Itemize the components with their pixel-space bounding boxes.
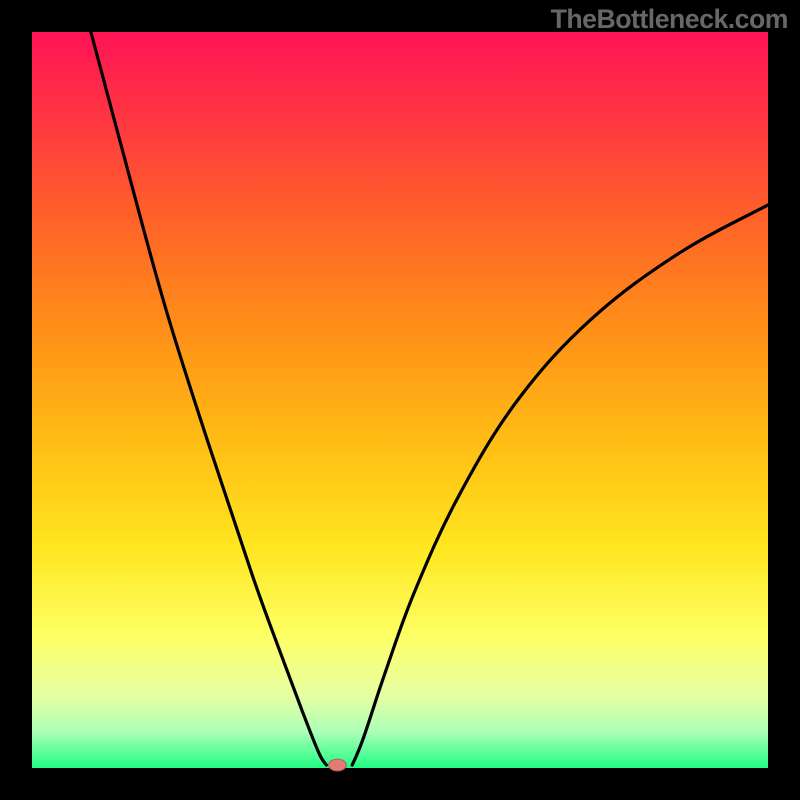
chart-background <box>32 32 768 768</box>
bottleneck-chart <box>0 0 800 800</box>
chart-frame: TheBottleneck.com <box>0 0 800 800</box>
bottleneck-marker <box>329 759 347 771</box>
